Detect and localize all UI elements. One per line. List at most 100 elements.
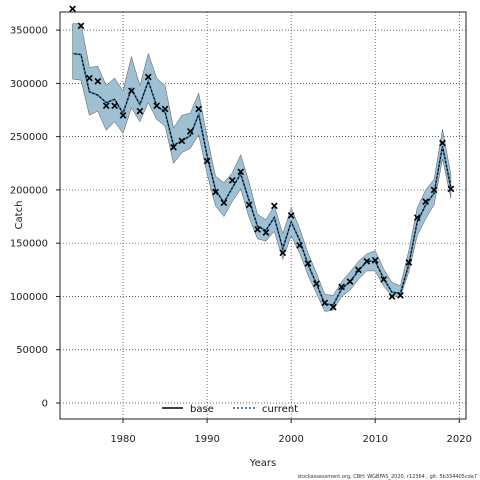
marker-stroke xyxy=(186,127,194,135)
marker-stroke xyxy=(228,176,236,184)
catch-marker xyxy=(203,157,211,165)
y-tick-label: 300000 xyxy=(10,79,48,90)
catch-marker xyxy=(186,127,194,135)
catch-marker xyxy=(355,266,362,274)
x-tick-label: 2000 xyxy=(278,434,303,445)
x-tick-label: 1990 xyxy=(194,434,219,445)
marker-stroke xyxy=(195,105,203,113)
marker-stroke xyxy=(329,303,337,311)
y-tick-label: 150000 xyxy=(10,239,48,250)
catch-marker xyxy=(228,176,236,184)
catch-marker xyxy=(161,105,169,113)
catch-marker xyxy=(363,257,371,265)
catch-marker xyxy=(313,280,320,288)
marker-stroke xyxy=(355,266,362,274)
marker-stroke xyxy=(363,257,371,265)
confidence-band-area xyxy=(72,23,452,312)
x-axis-title: Years xyxy=(249,458,276,469)
marker-stroke xyxy=(304,260,312,267)
marker-stroke xyxy=(338,283,345,291)
marker-stroke xyxy=(279,249,287,257)
marker-stroke xyxy=(262,229,270,236)
marker-stroke xyxy=(296,241,303,249)
y-tick-label: 0 xyxy=(42,399,48,410)
marker-stroke xyxy=(430,186,438,194)
y-axis: 0 50000 100000 150000 200000 250000 300000 3500… xyxy=(10,26,60,410)
catch-marker xyxy=(220,199,228,207)
plot-background xyxy=(60,12,466,419)
catch-marker xyxy=(296,241,303,249)
catch-marker xyxy=(270,202,278,210)
catch-marker xyxy=(69,5,76,13)
catch-marker xyxy=(287,212,295,219)
catch-markers xyxy=(69,5,455,311)
marker-stroke xyxy=(86,74,93,82)
marker-stroke xyxy=(287,212,295,219)
marker-stroke xyxy=(77,22,85,30)
catch-marker xyxy=(237,168,245,176)
marker-stroke xyxy=(212,188,219,196)
catch-marker xyxy=(136,107,144,115)
y-tick-label: 100000 xyxy=(10,292,48,303)
marker-stroke xyxy=(136,107,144,115)
catch-marker xyxy=(128,87,135,95)
catch-marker xyxy=(212,188,219,196)
confidence-band xyxy=(72,23,452,312)
catch-marker xyxy=(388,293,396,300)
marker-stroke xyxy=(447,185,455,193)
grid xyxy=(60,12,466,419)
catch-marker xyxy=(195,105,203,113)
catch-marker xyxy=(346,278,354,285)
catch-marker xyxy=(304,260,312,267)
legend-label-current: current xyxy=(262,404,298,415)
marker-stroke xyxy=(94,77,102,85)
catch-marker xyxy=(102,102,110,110)
marker-stroke xyxy=(119,111,127,119)
legend: base current xyxy=(162,404,298,415)
base-line xyxy=(72,52,452,306)
marker-stroke xyxy=(178,137,186,145)
catch-marker xyxy=(245,201,253,209)
catch-marker xyxy=(422,198,430,206)
marker-stroke xyxy=(270,202,278,210)
marker-stroke xyxy=(397,292,404,299)
catch-marker xyxy=(439,139,446,147)
marker-stroke xyxy=(144,73,152,81)
catch-marker xyxy=(413,214,421,221)
footer-credit: stockassessment.org, CBH: WGBFAS_2020, r… xyxy=(297,474,477,480)
y-tick-label: 50000 xyxy=(16,345,48,356)
y-tick-label: 200000 xyxy=(10,185,48,196)
catch-marker xyxy=(111,102,119,110)
marker-stroke xyxy=(380,276,387,283)
marker-stroke xyxy=(161,105,169,113)
marker-stroke xyxy=(102,102,110,110)
marker-stroke xyxy=(388,293,396,300)
catch-marker xyxy=(77,22,85,30)
y-tick-label: 350000 xyxy=(10,26,48,37)
catch-marker xyxy=(329,303,337,311)
catch-marker xyxy=(119,111,127,119)
marker-stroke xyxy=(237,168,245,176)
catch-marker xyxy=(397,292,404,299)
marker-stroke xyxy=(313,280,320,288)
y-axis-title: Catch xyxy=(14,201,25,230)
catch-marker xyxy=(254,225,261,233)
catch-marker xyxy=(153,102,161,110)
marker-stroke xyxy=(321,299,329,307)
marker-stroke xyxy=(346,278,354,285)
catch-marker xyxy=(178,137,186,145)
marker-stroke xyxy=(245,201,253,209)
catch-marker xyxy=(371,256,379,264)
marker-stroke xyxy=(422,198,430,206)
catch-marker xyxy=(430,186,438,194)
catch-marker xyxy=(170,143,177,151)
marker-stroke xyxy=(220,199,228,207)
x-tick-label: 1980 xyxy=(110,434,135,445)
marker-stroke xyxy=(413,214,421,221)
catch-marker xyxy=(262,229,270,236)
y-tick-label: 250000 xyxy=(10,132,48,143)
marker-stroke xyxy=(111,102,119,110)
catch-marker xyxy=(405,259,413,266)
catch-marker xyxy=(338,283,345,291)
